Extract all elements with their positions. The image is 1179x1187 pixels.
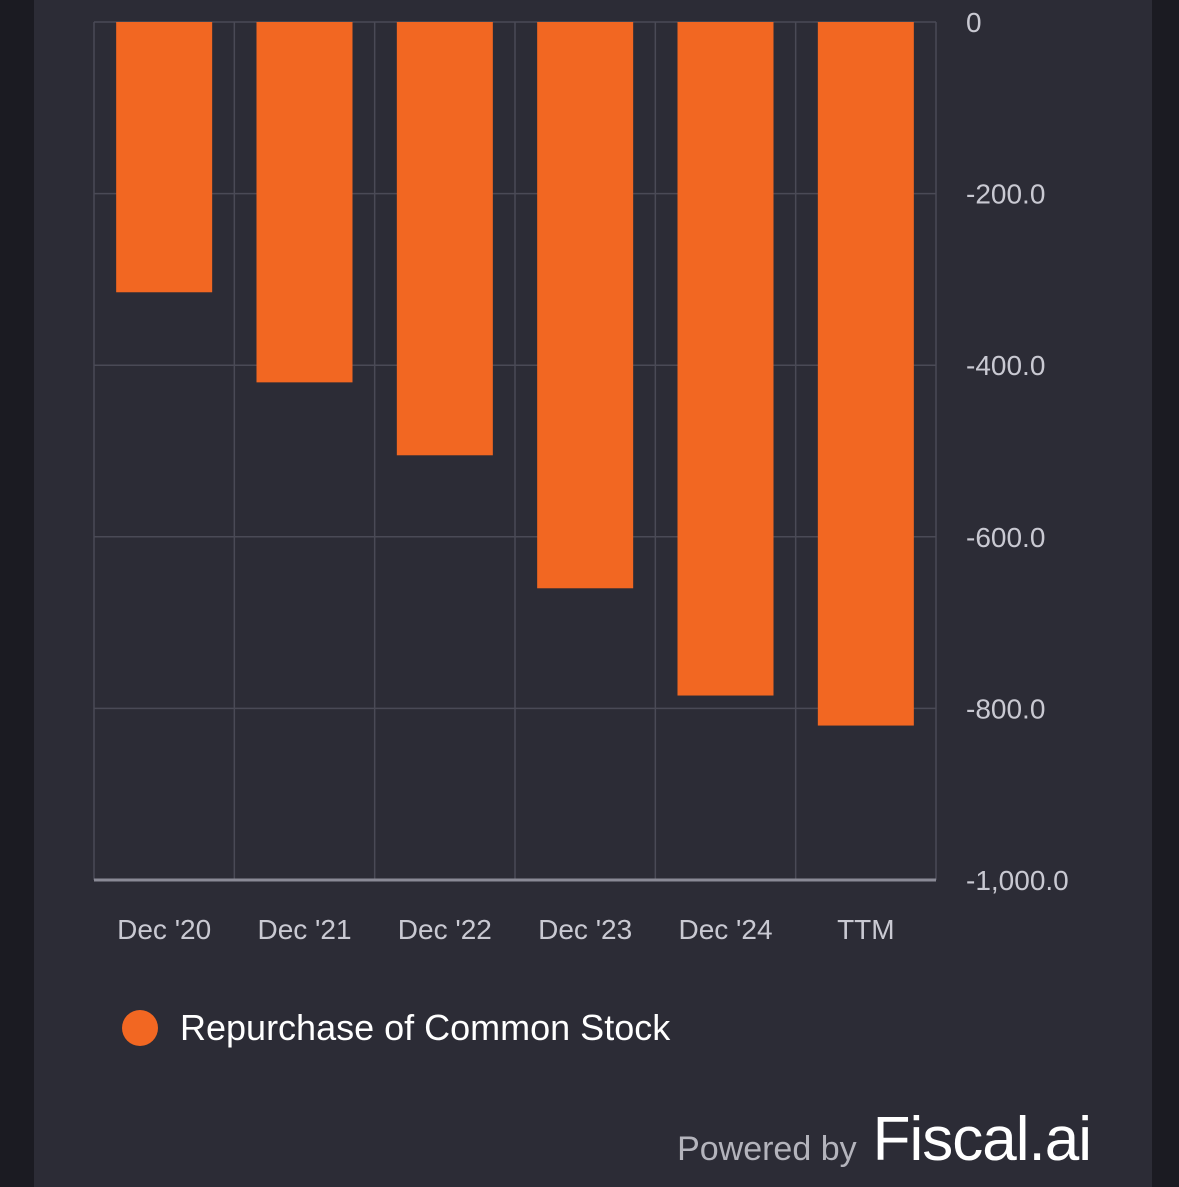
bar[interactable] bbox=[817, 22, 914, 726]
x-tick-label: Dec '20 bbox=[117, 914, 211, 945]
grid-lines bbox=[93, 21, 937, 880]
branding[interactable]: Powered by Fiscal.ai bbox=[677, 1104, 1092, 1175]
legend-label: Repurchase of Common Stock bbox=[180, 1007, 671, 1048]
y-tick-label: 0 bbox=[966, 7, 982, 38]
bar[interactable] bbox=[396, 22, 493, 456]
x-tick-label: Dec '22 bbox=[398, 914, 492, 945]
bars bbox=[116, 22, 914, 726]
x-tick-label: Dec '23 bbox=[538, 914, 632, 945]
bar[interactable] bbox=[116, 22, 213, 293]
bar[interactable] bbox=[677, 22, 774, 696]
x-tick-labels: Dec '20 Dec '21 Dec '22 Dec '23 Dec '24 TTM bbox=[117, 914, 894, 945]
y-tick-label: -800.0 bbox=[966, 693, 1045, 724]
branding-prefix: Powered by bbox=[677, 1130, 857, 1168]
y-tick-label: -600.0 bbox=[966, 522, 1045, 553]
y-tick-labels: 0 -200.0 -400.0 -600.0 -800.0 -1,000.0 bbox=[966, 7, 1069, 896]
x-tick-label: Dec '24 bbox=[678, 914, 772, 945]
y-tick-label: -200.0 bbox=[966, 179, 1045, 210]
legend[interactable]: Repurchase of Common Stock bbox=[122, 1006, 670, 1050]
bar[interactable] bbox=[256, 22, 353, 383]
branding-logo: Fiscal.ai bbox=[872, 1105, 1092, 1174]
legend-marker-icon bbox=[122, 1010, 158, 1046]
y-tick-label: -400.0 bbox=[966, 350, 1045, 381]
x-tick-label: TTM bbox=[837, 914, 895, 945]
y-tick-label: -1,000.0 bbox=[966, 865, 1069, 896]
x-tick-label: Dec '21 bbox=[257, 914, 351, 945]
bar[interactable] bbox=[537, 22, 634, 589]
